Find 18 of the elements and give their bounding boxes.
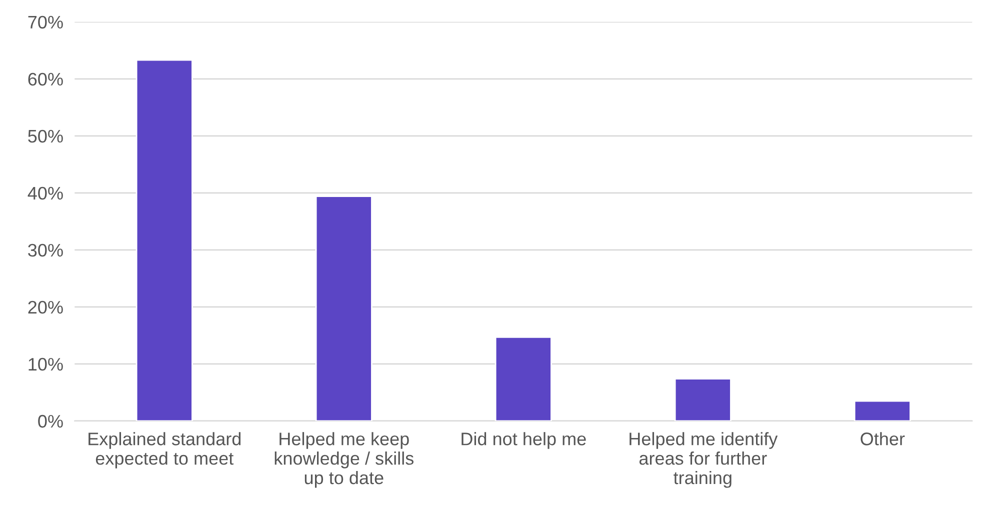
bar [136,59,193,421]
x-tick-label: Helped me keep knowledge / skills up to date [274,432,414,488]
y-tick-label: 30% [28,244,63,257]
y-tick-label: 60% [28,72,63,86]
y-tick-label: 20% [28,300,63,314]
x-tick-label: Other [860,432,905,446]
y-tick-label: 70% [28,16,63,29]
y-tick-label: 0% [38,414,63,428]
y-tick-label: 10% [28,358,63,371]
bar [315,196,372,421]
bar [674,378,732,421]
bar [854,400,911,421]
x-tick-label: Did not help me [462,432,586,449]
bar [494,336,552,421]
y-tick-label: 50% [28,130,63,143]
x-tick-label: Explained standard expected to meet [88,432,241,468]
x-tick-label: Helped me identify areas for further training [630,432,778,488]
y-tick-label: 40% [28,186,63,200]
